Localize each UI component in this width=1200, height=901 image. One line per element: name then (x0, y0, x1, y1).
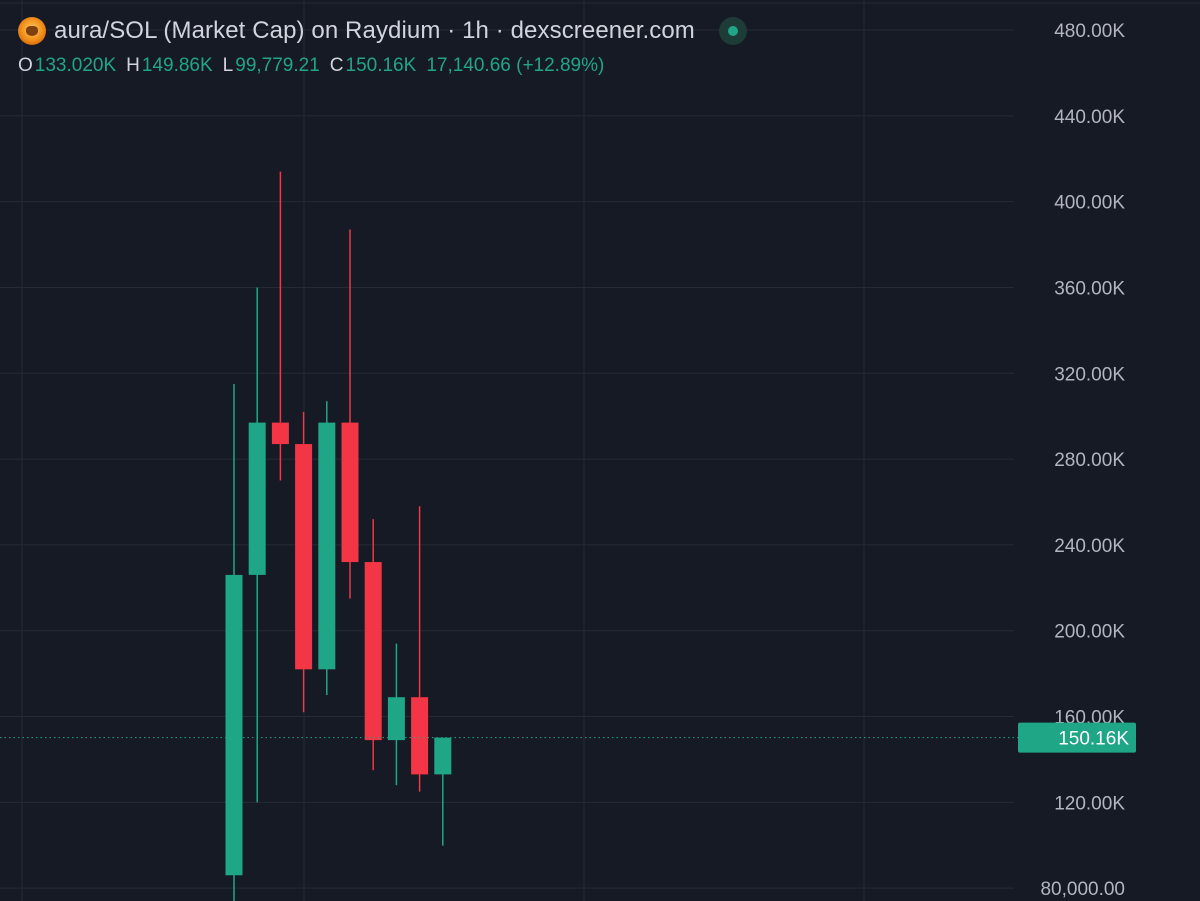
y-tick-label: 360.00K (1054, 278, 1125, 299)
live-status-dot-icon[interactable] (718, 17, 747, 45)
last-price-label: 150.16K (1058, 729, 1129, 750)
high-value: 149.86K (141, 55, 213, 76)
close-label: C (329, 55, 344, 76)
candle-body (318, 422, 336, 670)
low-value: 99,779.21 (235, 55, 320, 76)
chart-header: aura/SOL (Market Cap) on Raydium · 1h · … (18, 17, 747, 45)
candle-body (295, 444, 313, 670)
candle-body (411, 697, 429, 775)
candle-body (225, 574, 243, 876)
candle-body (364, 562, 382, 741)
last-price-badge (1018, 722, 1136, 753)
candle-body (248, 422, 266, 575)
aura-token-logo-icon (18, 17, 46, 45)
ohlc-legend: O 133.020K H 149.86K L 99,779.21 C 150.1… (18, 55, 604, 77)
chart-title: aura/SOL (Market Cap) on Raydium · 1h · … (54, 17, 695, 44)
candle-body (341, 422, 359, 563)
y-tick-label: 120.00K (1054, 793, 1125, 814)
change-value: 17,140.66 (+12.89%) (426, 55, 605, 76)
high-label: H (126, 55, 140, 76)
open-label: O (18, 55, 33, 76)
y-tick-label: 280.00K (1054, 450, 1125, 471)
y-tick-label: 440.00K (1054, 107, 1125, 128)
y-tick-label: 320.00K (1054, 364, 1125, 385)
candle-body (271, 422, 289, 445)
close-value: 150.16K (345, 55, 417, 76)
y-tick-label: 400.00K (1054, 193, 1125, 214)
candle-body (434, 737, 452, 775)
y-tick-label: 200.00K (1054, 622, 1125, 643)
open-value: 133.020K (34, 55, 117, 76)
low-label: L (222, 55, 234, 76)
y-tick-label: 480.00K (1054, 21, 1125, 42)
y-tick-label: 80,000.00 (1040, 879, 1125, 900)
candle-body (387, 697, 405, 741)
y-tick-label: 240.00K (1054, 536, 1125, 557)
